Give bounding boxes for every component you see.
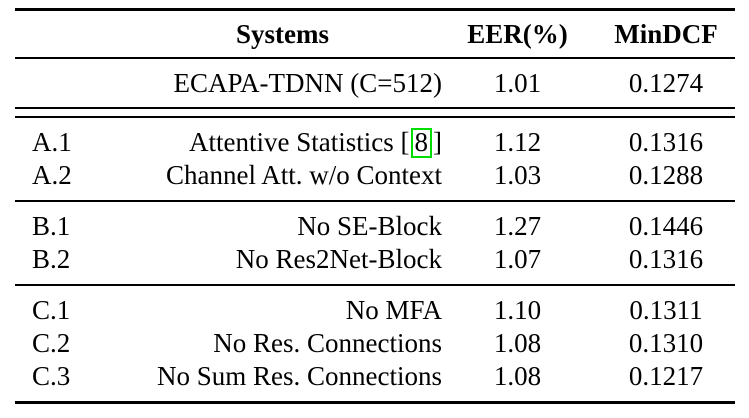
citation-link-8[interactable]: 8 [410, 128, 432, 158]
row-id: A.1 [32, 127, 72, 157]
citation-bracket-close: ] [433, 127, 442, 157]
section-a-rule [15, 200, 735, 202]
results-table: Systems EER(%) MinDCF ECAPA-TDNN (C=512)… [15, 8, 735, 404]
header-eer: EER(%) [467, 18, 568, 49]
row-id: B.2 [32, 244, 71, 274]
header-mindcf: MinDCF [614, 18, 718, 49]
eer-value: 1.08 [493, 361, 542, 391]
row-id: C.1 [32, 295, 71, 325]
header-systems: Systems [236, 18, 329, 49]
citation-bracket-open: [ [400, 127, 410, 157]
mindcf-value: 0.1316 [628, 244, 704, 274]
eer-value: 1.27 [493, 211, 542, 241]
table-row-baseline: ECAPA-TDNN (C=512) 1.01 0.1274 [15, 59, 735, 107]
table-header-row: Systems EER(%) MinDCF [15, 11, 735, 57]
system-name: No MFA [345, 295, 442, 325]
section-b-rule [15, 284, 735, 286]
top-rule [15, 8, 735, 11]
eer-value: 1.08 [493, 328, 542, 358]
system-name: No SE-Block [297, 211, 442, 241]
bottom-rule [15, 401, 735, 404]
table-row: C.1 No MFA 1.10 0.1311 [15, 294, 735, 327]
mindcf-value: 0.1288 [628, 160, 704, 190]
section-a: A.1 Attentive Statistics [8] 1.12 0.1316… [15, 118, 735, 200]
section-c: C.1 No MFA 1.10 0.1311 C.2 No Res. Conne… [15, 286, 735, 401]
system-name: No Res. Connections [213, 328, 442, 358]
system-name: Attentive Statistics [8] [105, 127, 460, 158]
table-row: B.2 No Res2Net-Block 1.07 0.1316 [15, 243, 735, 276]
mindcf-value: 0.1316 [628, 127, 704, 157]
header-rule [15, 57, 735, 59]
eer-value: 1.12 [493, 127, 542, 157]
system-name: No Sum Res. Connections [156, 361, 442, 391]
section-b: B.1 No SE-Block 1.27 0.1446 B.2 No Res2N… [15, 202, 735, 284]
mindcf-value: 0.1274 [628, 67, 704, 98]
table-row: A.2 Channel Att. w/o Context 1.03 0.1288 [15, 159, 735, 192]
row-id: C.3 [32, 361, 71, 391]
row-id: C.2 [32, 328, 71, 358]
row-id: A.2 [32, 160, 72, 190]
table-row: A.1 Attentive Statistics [8] 1.12 0.1316 [15, 126, 735, 159]
row-id: B.1 [32, 211, 71, 241]
system-name: No Res2Net-Block [235, 244, 442, 274]
eer-value: 1.07 [493, 244, 542, 274]
mindcf-value: 0.1311 [629, 295, 703, 325]
table-row: C.3 No Sum Res. Connections 1.08 0.1217 [15, 360, 735, 393]
double-rule [15, 107, 735, 118]
eer-value: 1.03 [493, 160, 542, 190]
system-name: Channel Att. w/o Context [166, 160, 442, 190]
system-name-text: Attentive Statistics [189, 127, 394, 157]
mindcf-value: 0.1446 [628, 211, 704, 241]
eer-value: 1.01 [493, 67, 542, 98]
mindcf-value: 0.1217 [628, 361, 704, 391]
mindcf-value: 0.1310 [628, 328, 704, 358]
eer-value: 1.10 [493, 295, 542, 325]
system-name: ECAPA-TDNN (C=512) [173, 67, 442, 98]
table-row: B.1 No SE-Block 1.27 0.1446 [15, 210, 735, 243]
table-row: C.2 No Res. Connections 1.08 0.1310 [15, 327, 735, 360]
